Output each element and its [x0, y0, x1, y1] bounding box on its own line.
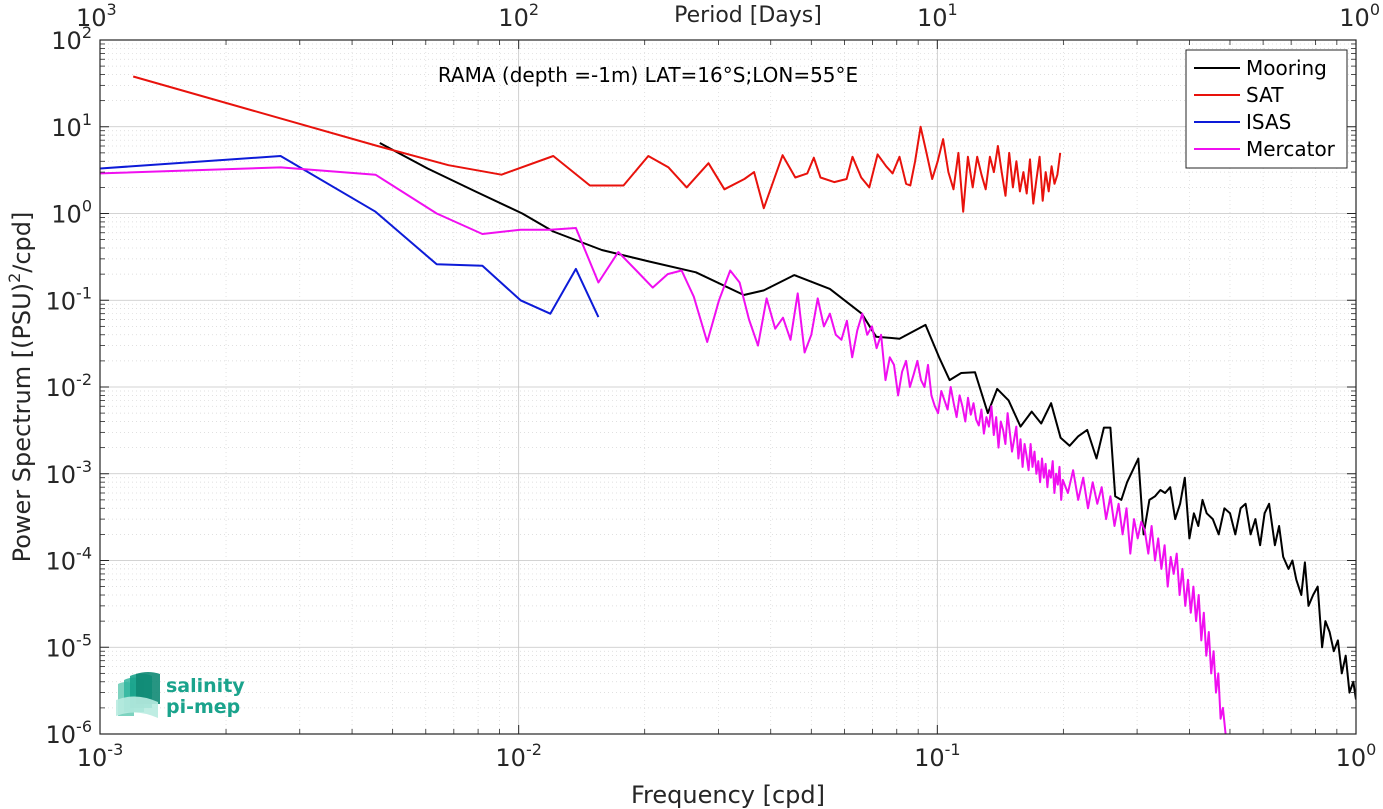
y-tick-label: 101	[51, 110, 92, 142]
legend-label-mooring: Mooring	[1246, 56, 1327, 80]
y-tick-label: 10-3	[46, 457, 93, 489]
top-tick-label: 102	[498, 0, 539, 32]
x-tick-labels: 10-3 10-2 10-1 100	[77, 740, 1377, 772]
top-tick-label: 100	[1339, 0, 1380, 32]
series-line-mercator	[100, 166, 1227, 734]
y-axis-label: Power Spectrum [(PSU)2/cpd]	[5, 212, 36, 563]
series-layer	[100, 75, 1356, 734]
legend-label-mercator: Mercator	[1246, 137, 1336, 161]
logo-mark	[116, 672, 160, 718]
y-axis-label-exponent: 2	[5, 273, 24, 283]
y-tick-label: 10-1	[46, 283, 93, 315]
salinity-pi-mep-logo: salinity pi-mep	[116, 672, 245, 718]
legend-label-isas: ISAS	[1246, 110, 1291, 134]
x-tick-label: 100	[1336, 740, 1377, 772]
tick-marks	[99, 39, 1357, 735]
x-tick-label: 10-3	[77, 740, 124, 772]
y-tick-label: 102	[51, 23, 92, 55]
top-tick-labels: 103 102 101 100	[76, 0, 1380, 32]
y-tick-label: 10-6	[46, 717, 93, 749]
y-tick-label: 10-2	[46, 370, 93, 402]
x-tick-label: 10-1	[914, 740, 961, 772]
minor-grid	[100, 40, 1356, 734]
y-axis-label-main: Power Spectrum [(PSU)	[8, 283, 36, 562]
x-axis-label: Frequency [cpd]	[631, 781, 825, 809]
logo-text-line1: salinity	[166, 675, 245, 697]
x-tick-label: 10-2	[495, 740, 542, 772]
top-axis-label: Period [Days]	[674, 3, 822, 28]
series-line-mooring	[379, 142, 1356, 700]
series-line-isas	[100, 155, 600, 318]
logo-text-line2: pi-mep	[166, 696, 240, 718]
legend: Mooring SAT ISAS Mercator	[1185, 49, 1348, 169]
y-tick-label: 10-5	[46, 630, 93, 662]
y-tick-label: 10-4	[46, 544, 93, 576]
top-tick-label: 101	[917, 0, 958, 32]
y-tick-label: 100	[51, 197, 92, 229]
series-line-sat	[132, 75, 1062, 213]
chart-title: RAMA (depth =-1m) LAT=16°S;LON=55°E	[438, 63, 858, 87]
y-tick-labels: 10-6 10-5 10-4 10-3 10-2 10-1 100 101 102	[46, 23, 93, 749]
legend-label-sat: SAT	[1246, 83, 1284, 107]
top-tick-label: 103	[76, 0, 117, 32]
y-axis-label-tail: /cpd]	[8, 212, 36, 273]
